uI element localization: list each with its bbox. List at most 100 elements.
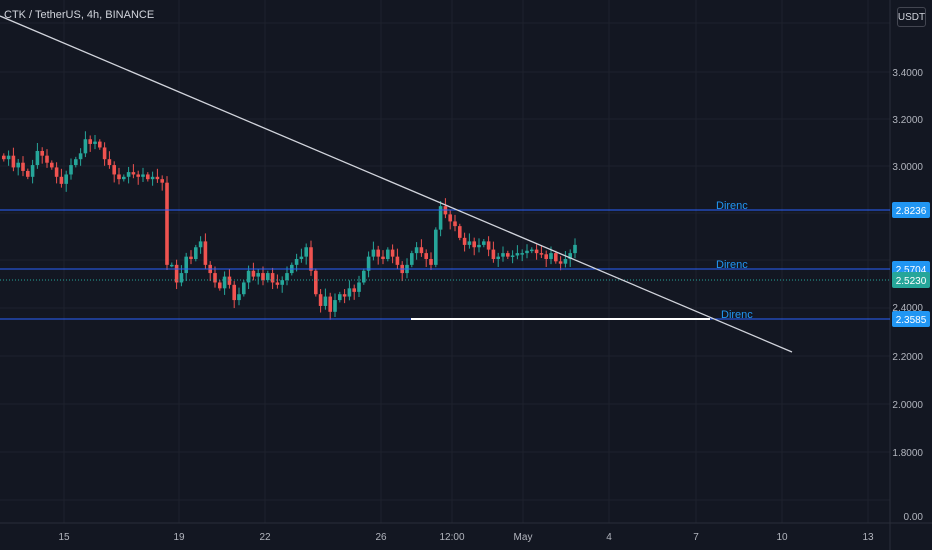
candle-body: [515, 253, 520, 256]
candle-body: [16, 162, 20, 168]
candle-body: [227, 276, 232, 285]
current-price-label: 2.5230: [896, 276, 927, 287]
candle-body: [11, 155, 16, 168]
candle-body: [299, 256, 304, 259]
candle-body: [93, 141, 97, 144]
time-tick-label: 26: [375, 532, 387, 543]
candle-body: [304, 247, 308, 257]
candle-body: [501, 253, 505, 257]
candle-body: [50, 162, 54, 168]
candle-body: [117, 174, 121, 180]
time-tick-label: May: [514, 532, 533, 543]
candle-body: [342, 294, 347, 297]
candle-body: [486, 241, 491, 250]
candle-body: [69, 165, 73, 175]
candle-body: [309, 247, 313, 271]
candle-body: [530, 249, 534, 252]
currency-button[interactable]: USDT: [897, 7, 926, 27]
resistance-label: Direnc: [721, 309, 753, 321]
candle-body: [558, 261, 563, 264]
candle-body: [352, 288, 356, 292]
time-tick-label: 4: [606, 532, 612, 543]
candle-body: [218, 282, 222, 289]
candle-body: [102, 147, 107, 160]
time-tick-label: 22: [259, 532, 271, 543]
candle-body: [189, 256, 193, 259]
candle-body: [165, 182, 169, 265]
candle-body: [314, 270, 318, 295]
candle-body: [381, 256, 385, 259]
candle-body: [131, 172, 136, 175]
candle-body: [438, 206, 443, 230]
candle-body: [222, 276, 227, 289]
candle-body: [554, 253, 558, 262]
time-tick-label: 19: [173, 532, 185, 543]
candle-body: [256, 273, 260, 277]
candle-body: [563, 258, 568, 264]
candle-body: [155, 176, 160, 180]
candle-body: [333, 300, 337, 312]
candle-body: [462, 237, 467, 245]
candle-body: [136, 174, 140, 177]
price-tick-label: 0.00: [904, 512, 924, 523]
candle-body: [198, 241, 203, 248]
resistance-label: Direnc: [716, 259, 748, 271]
price-tick-label: 2.2000: [892, 352, 923, 363]
candle-body: [539, 253, 544, 255]
candle-body: [275, 282, 280, 285]
candle-body: [146, 174, 150, 180]
candle-body: [362, 270, 366, 283]
candle-body: [424, 253, 428, 259]
candle-body: [126, 172, 131, 177]
candle-body: [251, 270, 256, 277]
candle-body: [347, 288, 352, 297]
time-tick-label: 12:00: [439, 532, 464, 543]
candle-body: [150, 176, 155, 180]
candle-body: [170, 264, 174, 267]
candle-body: [328, 296, 332, 312]
candle-body: [410, 253, 414, 265]
candle-body: [21, 162, 25, 171]
candle-body: [472, 241, 476, 248]
candle-body: [496, 256, 500, 259]
candle-body: [366, 256, 371, 271]
candle-body: [482, 241, 486, 245]
time-tick-label: 10: [776, 532, 788, 543]
candle-body: [54, 167, 59, 177]
candle-body: [448, 214, 452, 222]
candle-body: [395, 256, 400, 265]
price-tick-label: 2.4000: [892, 303, 923, 314]
candle-body: [112, 165, 116, 175]
candle-body: [78, 153, 83, 160]
candle-body: [544, 254, 548, 259]
candle-body: [64, 174, 68, 184]
price-tick-label: 3.2000: [892, 115, 923, 126]
resistance-label: Direnc: [716, 200, 748, 212]
candle-body: [141, 174, 145, 177]
candle-body: [2, 155, 6, 160]
candle-body: [338, 294, 342, 301]
candle-body: [26, 170, 30, 177]
price-tick-label: 3.4000: [892, 68, 923, 79]
candle-body: [323, 296, 328, 306]
candle-body: [45, 155, 49, 163]
candle-body: [83, 139, 88, 154]
candle-body: [242, 282, 246, 295]
candle-body: [174, 264, 179, 283]
time-tick-label: 13: [862, 532, 874, 543]
symbol-title: CTK / TetherUS, 4h, BINANCE: [4, 9, 155, 21]
candle-body: [371, 249, 376, 257]
candle-body: [568, 253, 572, 259]
candle-body: [246, 270, 251, 283]
candle-body: [285, 273, 289, 281]
price-axis-level-tag: [892, 311, 930, 327]
time-tick-label: 7: [693, 532, 699, 543]
price-tick-label: 2.0000: [892, 400, 923, 411]
candle-body: [160, 179, 164, 183]
candle-body: [414, 247, 419, 254]
price-tick-label: 1.8000: [892, 448, 923, 459]
candle-body: [237, 294, 241, 301]
candle-body: [122, 176, 126, 180]
price-axis-level-label: 2.8236: [896, 206, 927, 217]
